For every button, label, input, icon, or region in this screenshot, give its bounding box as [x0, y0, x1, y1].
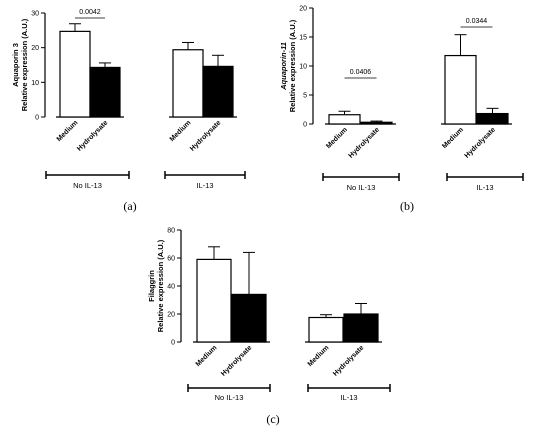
y-tick-label: 40 [167, 284, 175, 291]
bar-il-13-hydrolysate [343, 313, 379, 343]
category-label: Hydrolysate [76, 119, 109, 152]
y-tick-label: 20 [31, 45, 39, 52]
group-label: IL-13 [476, 183, 493, 192]
group-label: No IL-13 [215, 393, 244, 402]
panel-label: (a) [123, 199, 136, 213]
y-tick-label: 0 [35, 115, 39, 122]
bar-no-il-13-medium [328, 114, 361, 125]
panel-label: (c) [266, 412, 279, 426]
category-label: Medium [195, 344, 219, 368]
y-axis-label: FilaggrinRelative expression (A.U.) [147, 239, 165, 332]
p-value-label: 0.0344 [466, 18, 488, 25]
p-value-label: 0.0406 [350, 69, 372, 76]
category-label: Medium [307, 344, 331, 368]
y-tick-label: 60 [167, 256, 175, 263]
y-tick-label: 10 [299, 64, 307, 71]
bar-no-il-13-medium [59, 30, 91, 118]
y-tick-label: 0 [303, 122, 307, 129]
bar-no-il-13-medium [196, 258, 232, 343]
group-label: IL-13 [340, 393, 357, 402]
category-label: Hydrolysate [220, 344, 253, 377]
category-label: Medium [56, 119, 80, 143]
bar-no-il-13-hydrolysate [231, 293, 267, 343]
y-tick-label: 20 [299, 6, 307, 13]
group-label: No IL-13 [73, 181, 102, 190]
p-value-label: 0.0042 [79, 9, 101, 16]
y-tick-label: 10 [31, 80, 39, 87]
bar-il-13-medium [172, 49, 204, 118]
y-tick-label: 0 [171, 340, 175, 347]
category-label: Hydrolysate [348, 126, 381, 159]
category-label: Hydrolysate [464, 126, 497, 159]
bar-il-13-hydrolysate [202, 65, 234, 118]
category-label: Hydrolysate [332, 344, 365, 377]
group-label: IL-13 [196, 181, 213, 190]
bar-no-il-13-hydrolysate [89, 66, 121, 118]
y-tick-label: 20 [167, 312, 175, 319]
bar-il-13-hydrolysate [476, 112, 509, 125]
bar-il-13-medium [444, 54, 477, 125]
y-tick-label: 30 [31, 11, 39, 18]
y-tick-label: 15 [299, 35, 307, 42]
category-label: Medium [325, 126, 349, 150]
bar-il-13-medium [308, 316, 344, 343]
y-axis-label: Aquaporin 3Relative expression (A.U.) [11, 18, 29, 111]
category-label: Medium [169, 119, 193, 143]
y-axis-label: Aquaporin-11Relative expression (A.U.) [279, 19, 297, 112]
bar-no-il-13-hydrolysate [360, 121, 393, 125]
group-label: No IL-13 [347, 183, 376, 192]
panel-label: (b) [400, 199, 414, 213]
y-tick-label: 5 [303, 93, 307, 100]
category-label: Medium [441, 126, 465, 150]
y-tick-label: 80 [167, 228, 175, 235]
category-label: Hydrolysate [189, 119, 222, 152]
